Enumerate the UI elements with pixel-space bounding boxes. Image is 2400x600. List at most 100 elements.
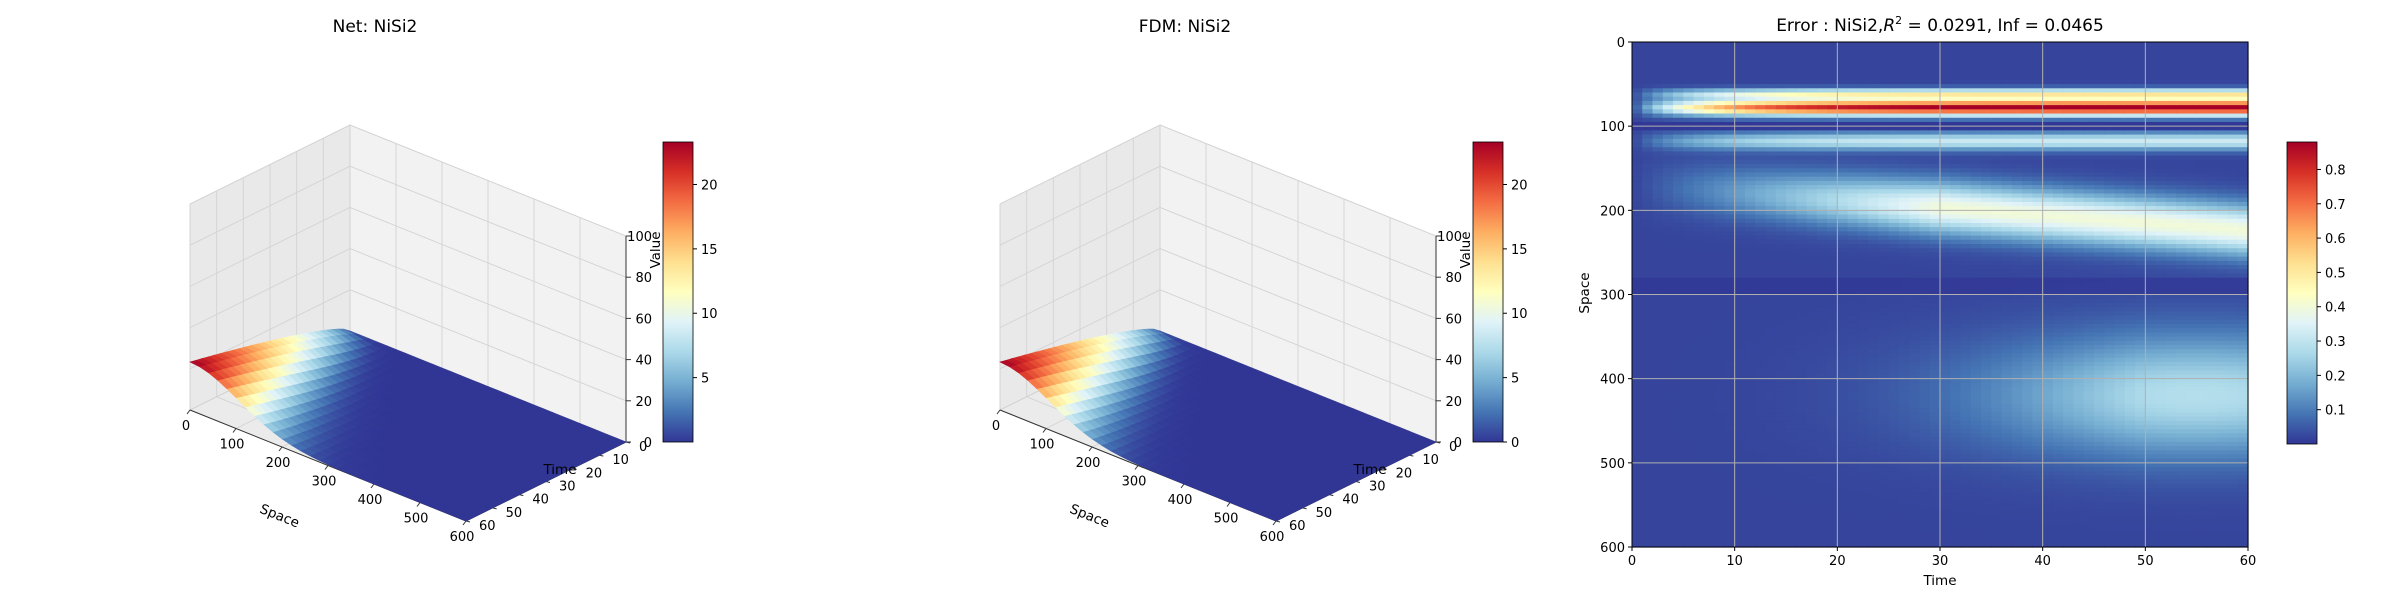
heatmap-cell [1765,534,1777,540]
heatmap-cell [1847,273,1859,279]
heatmap-cell [1868,63,1879,68]
heatmap-cell [1806,63,1818,68]
heatmap-cell [1734,214,1746,220]
heatmap-cell [1724,214,1736,220]
heatmap-cell [1898,100,1910,106]
heatmap-cell [1816,214,1828,220]
heatmap-cell [1857,521,1869,527]
heatmap-cell [1827,395,1838,401]
heatmap-cell [1898,437,1910,443]
heatmap-cell [1775,387,1787,392]
y-tick-label: 10 [612,453,629,468]
heatmap-cell [1642,391,1654,397]
heatmap-cell [1806,239,1818,245]
heatmap-cell [1847,151,1859,157]
heatmap-cell [1806,467,1818,472]
heatmap-cell [1693,151,1705,157]
heatmap-cell [1724,471,1736,477]
heatmap-cell [1827,130,1838,136]
heatmap-cell [1898,42,1910,47]
heatmap-cell [1868,201,1879,207]
heatmap-cell [1786,395,1797,401]
heatmap-cell [1827,521,1838,527]
heatmap-cell [1786,42,1797,47]
heatmap-cell [1796,67,1808,73]
heatmap-cell [1724,277,1736,283]
heatmap-cell [1683,525,1695,531]
heatmap-cell [1898,168,1910,174]
heatmap-cell [1796,307,1808,312]
heatmap-cell [1827,50,1838,56]
heatmap-cell [1796,105,1808,110]
heatmap-cell [1796,185,1808,190]
heatmap-cell [1847,244,1859,249]
heatmap-cell [1868,58,1879,64]
heatmap-cell [1816,462,1828,468]
heatmap-cell [1786,256,1797,262]
heatmap-cell [1724,201,1736,207]
heatmap-cell [1898,382,1910,388]
heatmap-cell [1724,504,1736,510]
heatmap-cell [1662,395,1674,401]
heatmap-cell [1786,176,1797,182]
heatmap-cell [1703,180,1715,186]
heatmap-cell [1632,462,1643,468]
heatmap-cell [1662,147,1674,153]
heatmap-cell [1837,155,1849,161]
heatmap-cell [1703,227,1715,232]
heatmap-cell [1683,294,1695,300]
heatmap-cell [1816,248,1828,254]
heatmap-cell [1755,509,1767,514]
heatmap-cell [1693,256,1705,262]
heatmap-cell [1847,168,1859,174]
heatmap-cell [1868,370,1879,376]
heatmap-cell [1816,311,1828,317]
heatmap-cell [1837,483,1849,489]
heatmap-cell [1642,441,1654,447]
x-tick-label: 0 [992,419,1000,434]
heatmap-cell [1693,113,1705,119]
heatmap-cell [1662,349,1674,355]
heatmap-cell [1806,488,1818,493]
heatmap-cell [1703,67,1715,73]
heatmap-cell [1703,424,1715,430]
heatmap-cell [1847,323,1859,329]
heatmap-cell [1775,500,1787,506]
heatmap-cell [1765,197,1777,203]
heatmap-cell [1703,100,1715,106]
heatmap-cell [1775,88,1787,94]
heatmap-cell [1868,433,1879,439]
heatmap-cell [1857,269,1869,275]
heatmap-cell [1703,483,1715,489]
heatmap-cell [1642,50,1654,56]
heatmap-cell [1714,340,1725,346]
heatmap-cell [1734,471,1746,477]
heatmap-cell [1786,475,1797,481]
heatmap-cell [1744,281,1756,287]
heatmap-cell [1662,54,1674,60]
y-tick [492,507,497,510]
heatmap-cell [1806,265,1818,270]
heatmap-cell [1857,399,1869,405]
heatmap-cell [1847,100,1859,106]
heatmap-cell [1857,332,1869,338]
heatmap-cell [1816,370,1828,376]
heatmap-cell [1662,294,1674,300]
heatmap-cell [1847,130,1859,136]
heatmap-cell [1868,138,1879,144]
heatmap-cell [1632,483,1643,489]
heatmap-cell [1837,147,1849,153]
heatmap-cell [1652,521,1664,527]
heatmap-cell [1734,399,1746,405]
heatmap-cell [1775,218,1787,224]
heatmap-cell [1816,424,1828,430]
heatmap-cell [1755,467,1767,472]
heatmap-cell [1652,340,1664,346]
heatmap-cell [1796,353,1808,359]
heatmap-cell [1734,387,1746,392]
heatmap-cell [1868,307,1879,312]
heatmap-cell [1662,100,1674,106]
heatmap-cell [1673,361,1684,367]
heatmap-cell [1693,319,1705,325]
heatmap-cell [1632,538,1643,544]
